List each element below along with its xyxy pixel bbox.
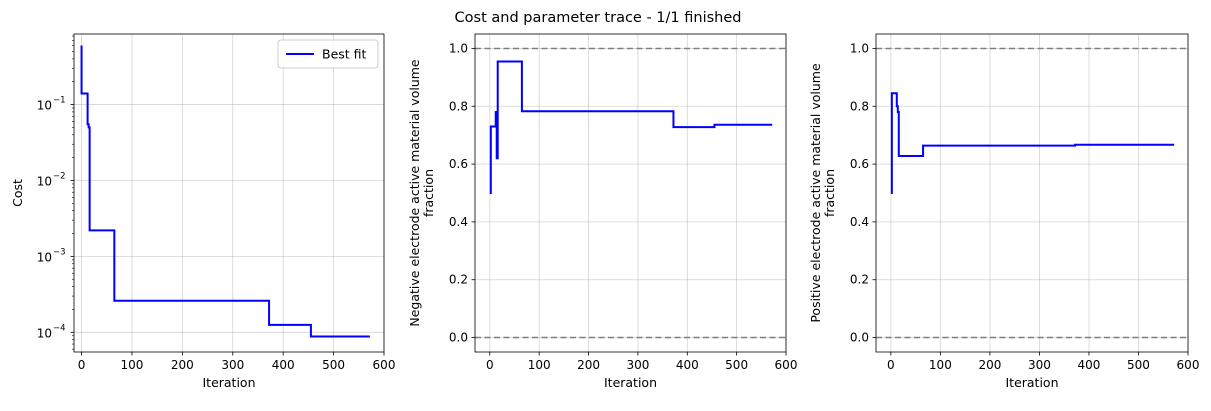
axes-frame [875, 33, 1189, 353]
axes-frame [73, 33, 385, 353]
x-tick-label: 300 [626, 358, 649, 372]
y-tick-label: 0.4 [850, 215, 869, 229]
x-tick-label: 500 [322, 358, 345, 372]
x-tick-label: 100 [121, 358, 144, 372]
figure-title: Cost and parameter trace - 1/1 finished [455, 10, 742, 26]
x-tick-label: 600 [1177, 358, 1200, 372]
x-tick-label: 0 [486, 358, 494, 372]
y-tick-label: 0.8 [850, 99, 869, 113]
x-tick-label: 500 [1127, 358, 1150, 372]
x-tick-label: 100 [929, 358, 952, 372]
series-line [80, 45, 370, 338]
y-tick-label: 0.4 [449, 215, 468, 229]
y-tick-label: 0.2 [850, 273, 869, 287]
x-tick-label: 0 [78, 358, 86, 372]
x-tick-label: 100 [528, 358, 551, 372]
y-axis-label-line: fraction [822, 169, 837, 217]
y-tick-label: 10 [37, 99, 52, 113]
x-tick-label: 200 [171, 358, 194, 372]
x-tick-label: 0 [887, 358, 895, 372]
x-tick-label: 500 [725, 358, 748, 372]
series-line [890, 92, 1175, 194]
x-axis-label: Iteration [1005, 375, 1058, 390]
y-tick-label: 0.0 [449, 331, 468, 345]
y-axis-label: Cost [10, 179, 25, 207]
x-tick-label: 300 [221, 358, 244, 372]
x-axis-label: Iteration [604, 375, 657, 390]
axes-frame [474, 33, 787, 353]
negative-electrode-axes: 0 100 200 300 400 500 600 0.0 0.2 0.4 0.6 0.8 1.0 Ite… [407, 33, 798, 390]
x-tick-label: 400 [1077, 358, 1100, 372]
x-tick-label: 400 [676, 358, 699, 372]
legend-entry: Best fit [322, 47, 367, 62]
y-tick-label: 0.8 [449, 99, 468, 113]
y-tick-label: 0.2 [449, 273, 468, 287]
y-tick-label: 0.0 [850, 331, 869, 345]
y-tick-label: 10 [37, 174, 52, 188]
y-tick-label: 0.6 [850, 157, 869, 171]
y-tick-label: 1.0 [850, 41, 869, 55]
x-tick-label: 200 [577, 358, 600, 372]
x-tick-label: 600 [373, 358, 396, 372]
positive-electrode-axes: 0 100 200 300 400 500 600 0.0 0.2 0.4 0.6 0.8 1.0 Ite… [808, 33, 1200, 390]
y-axis-label-line: fraction [421, 169, 436, 217]
y-tick-label: 10 [37, 326, 52, 340]
x-tick-label: 400 [272, 358, 295, 372]
y-axis-label-line: Negative electrode active material volum… [407, 59, 422, 327]
series-line [489, 60, 773, 194]
y-tick-label: 0.6 [449, 157, 468, 171]
x-axis-label: Iteration [202, 375, 255, 390]
y-tick-label: 1.0 [449, 41, 468, 55]
y-axis-label-line: Positive electrode active material volum… [808, 63, 823, 323]
x-tick-label: 300 [1028, 358, 1051, 372]
legend-box [277, 39, 379, 69]
y-tick-exponent: −2 [53, 171, 66, 181]
x-tick-label: 200 [978, 358, 1001, 372]
y-tick-exponent: −3 [53, 247, 66, 257]
y-tick-exponent: −1 [53, 96, 66, 106]
y-tick-label: 10 [37, 250, 52, 264]
x-tick-label: 600 [775, 358, 798, 372]
y-tick-exponent: −4 [53, 323, 66, 333]
